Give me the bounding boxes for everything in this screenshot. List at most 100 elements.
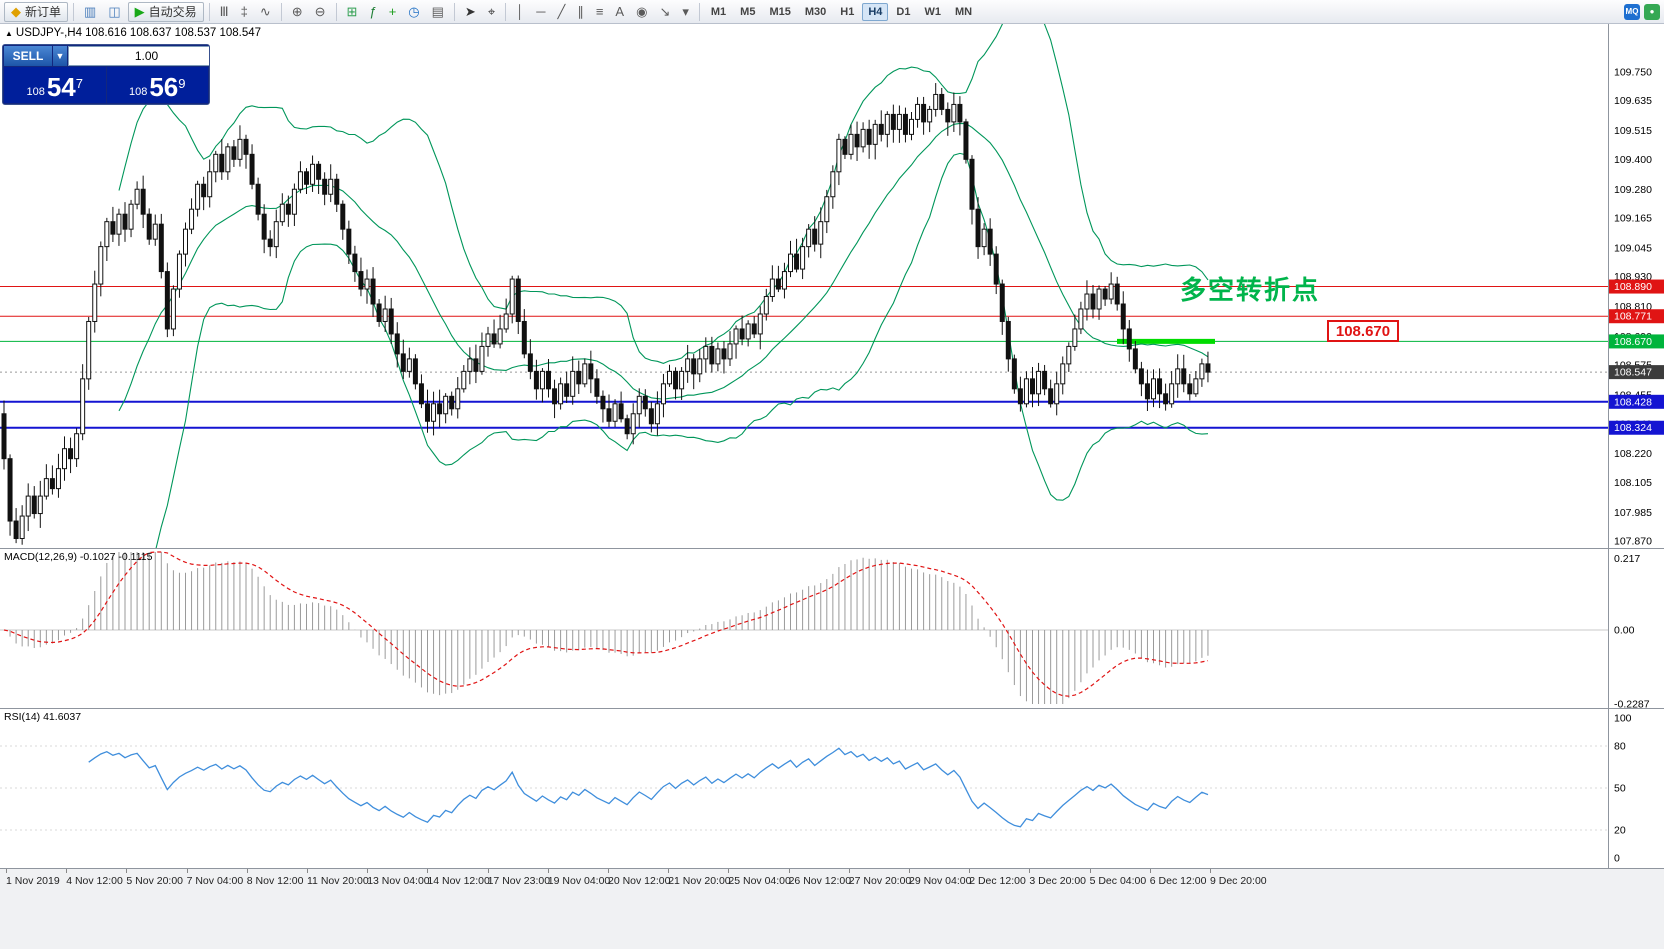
time-axis[interactable]: 1 Nov 2019 4 Nov 12:00 5 Nov 20:00 7 Nov 04… [0, 868, 1664, 949]
time-axis-tick [1029, 869, 1031, 873]
time-axis-label: 9 Dec 20:00 [1210, 875, 1267, 887]
time-axis-tick [1149, 869, 1151, 873]
time-axis-label: 5 Nov 20:00 [126, 875, 184, 887]
text-icon[interactable]: A [610, 2, 629, 22]
svg-text:20: 20 [1614, 825, 1626, 837]
rsi-panel-separator[interactable] [0, 708, 1664, 709]
channel-icon[interactable]: ∥ [572, 2, 589, 22]
trendline-icon[interactable]: ╱ [553, 2, 571, 22]
cursor-icon[interactable]: ➤ [460, 2, 481, 22]
time-axis-tick [6, 869, 7, 873]
time-axis-label: 20 Nov 12:00 [608, 875, 671, 887]
profiles-icon[interactable]: ◫ [103, 2, 125, 22]
rsi-chart[interactable]: 100 80 50 20 0 [0, 708, 1664, 868]
zoom-in-icon[interactable]: ⊕ [287, 2, 308, 22]
time-axis-tick [668, 869, 670, 873]
time-axis-tick [186, 869, 188, 873]
timeframe-button-h1[interactable]: H1 [840, 5, 855, 18]
timeframe-button-mn[interactable]: MN [954, 5, 973, 18]
price-chart[interactable]: 109.750 109.635 109.515 109.400 109.280 109.1… [0, 24, 1664, 548]
time-axis-label: 25 Nov 04:00 [728, 875, 791, 887]
horizontal-line-icon: ─ [536, 4, 546, 19]
time-axis-label: 13 Nov 04:00 [367, 875, 430, 887]
svg-text:107.870: 107.870 [1614, 536, 1652, 548]
zoom-out-icon: ⊖ [314, 4, 326, 19]
svg-text:108.220: 108.220 [1614, 448, 1652, 460]
indicators-icon: ƒ [369, 4, 377, 19]
tile-windows-icon: ⊞ [346, 4, 358, 19]
autotrading-button-label: 自动交易 [148, 5, 197, 19]
toolbar-separator [698, 2, 700, 21]
fibonacci-icon[interactable]: ≡ [591, 2, 609, 22]
autotrading-button[interactable]: ▶ 自动交易 [127, 1, 204, 22]
crosshair-icon: ⌖ [487, 4, 496, 19]
time-axis-label: 17 Nov 23:00 [487, 875, 551, 887]
svg-text:109.515: 109.515 [1614, 125, 1652, 137]
line-chart-icon[interactable]: ∿ [255, 2, 276, 22]
channel-icon: ∥ [577, 4, 584, 19]
svg-text:109.400: 109.400 [1614, 154, 1652, 166]
macd-chart[interactable]: 0.217 0.00 -0.2287 [0, 548, 1664, 708]
timeframe-button-w1[interactable]: W1 [924, 5, 941, 18]
charts-grid-icon[interactable]: ▥ [79, 2, 101, 22]
time-axis-label: 14 Nov 12:00 [427, 875, 490, 887]
crosshair-icon[interactable]: ⌖ [483, 2, 500, 22]
timeframe-button-m5[interactable]: M5 [740, 5, 756, 18]
svg-text:107.985: 107.985 [1614, 507, 1652, 519]
toolbar-separator [453, 2, 455, 21]
indicators-icon[interactable]: ƒ [364, 2, 381, 22]
time-axis-label: 7 Nov 04:00 [186, 875, 244, 887]
toolbar: ◆ 新订单 ▥ ◫ ▶ 自动交易 Ⅲ ‡ ∿ ⊕ ⊖ ⊞ ƒ + ◷ ▤ ➤ ⌖ │ ─ ╱ ∥ ≡ A ◉ ↘ ▾ M1 M5 M15 M… [0, 0, 1664, 24]
timeframe-button-h4[interactable]: H4 [862, 2, 889, 21]
sell-button[interactable]: SELL [4, 46, 52, 66]
buy-price-prefix: 108 [128, 86, 148, 98]
time-axis-label: 2 Dec 12:00 [969, 875, 1026, 887]
chart-annotation-text[interactable]: 多空转折点 [1180, 275, 1321, 305]
add-indicator-icon[interactable]: + [384, 2, 402, 22]
trade-panel-controls: SELL ▼ ▲ BUY [3, 45, 209, 67]
candlestick-chart-icon[interactable]: ‡ [236, 2, 253, 22]
volume-input[interactable] [68, 46, 209, 66]
time-axis-label: 4 Nov 12:00 [66, 875, 123, 887]
autotrading-button: ▶ [134, 4, 145, 19]
svg-text:108.324: 108.324 [1614, 422, 1652, 434]
community-icon[interactable]: ● [1644, 3, 1660, 20]
metaquotes-logo-icon[interactable]: MQ [1624, 3, 1640, 20]
candlestick-chart-icon: ‡ [240, 4, 248, 19]
time-axis-tick [848, 869, 850, 873]
time-axis-tick [367, 869, 369, 873]
new-order-button[interactable]: ◆ 新订单 [4, 1, 69, 22]
add-indicator-icon: + [388, 4, 397, 19]
volume-decrease-button[interactable]: ▼ [53, 46, 67, 66]
time-axis-tick [66, 869, 68, 873]
period-icon[interactable]: ◷ [403, 2, 424, 22]
macd-panel-separator[interactable] [0, 548, 1664, 549]
buy-price-button[interactable]: 108 56 9 [106, 67, 208, 103]
svg-text:108.105: 108.105 [1614, 477, 1652, 489]
line-chart-icon: ∿ [259, 4, 271, 19]
tile-windows-icon[interactable]: ⊞ [342, 2, 363, 22]
shapes-dropdown-icon[interactable]: ▾ [677, 2, 694, 22]
label-icon[interactable]: ◉ [631, 2, 652, 22]
svg-text:109.165: 109.165 [1614, 212, 1652, 224]
timeframe-button-m1[interactable]: M1 [710, 5, 727, 18]
arrows-icon[interactable]: ↘ [654, 2, 675, 22]
bar-chart-icon[interactable]: Ⅲ [215, 2, 234, 22]
time-axis-tick [307, 869, 308, 873]
time-axis-label: 8 Nov 12:00 [246, 875, 304, 887]
vertical-line-icon[interactable]: │ [511, 2, 529, 22]
zoom-out-icon[interactable]: ⊖ [310, 2, 331, 22]
time-axis-tick [427, 869, 429, 873]
time-axis-tick [246, 869, 248, 873]
support-price-label[interactable]: 108.670 [1327, 320, 1399, 342]
svg-text:50: 50 [1614, 783, 1626, 795]
symbol-arrow-icon: ▲ [5, 29, 13, 38]
timeframe-button-d1[interactable]: D1 [896, 5, 911, 18]
sell-price-button[interactable]: 108 54 7 [4, 67, 106, 103]
timeframe-button-m15[interactable]: M15 [769, 5, 791, 18]
timeframe-button-m30[interactable]: M30 [804, 5, 827, 18]
horizontal-line-icon[interactable]: ─ [531, 2, 550, 22]
templates-icon[interactable]: ▤ [427, 2, 449, 22]
